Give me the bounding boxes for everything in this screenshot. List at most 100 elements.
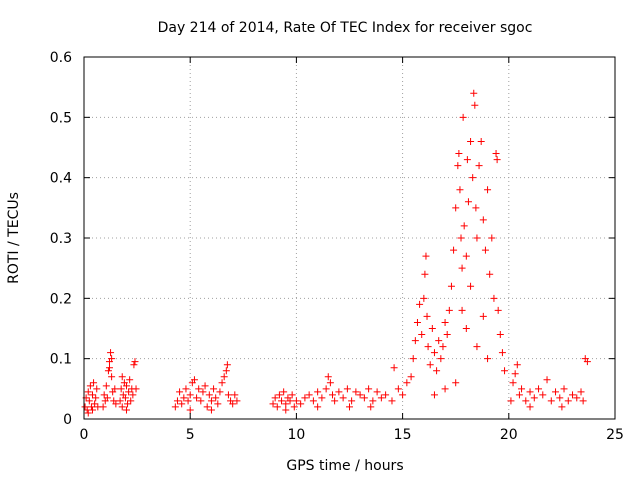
data-point-marker <box>301 394 309 402</box>
y-tick-label: 0.4 <box>50 171 72 187</box>
data-point-marker <box>286 397 294 405</box>
data-point-marker <box>118 373 126 381</box>
data-point-marker <box>309 397 317 405</box>
data-point-marker <box>199 388 207 396</box>
data-point-marker <box>507 397 515 405</box>
data-point-marker <box>473 343 481 351</box>
data-point-marker <box>212 394 220 402</box>
data-point-marker <box>314 403 322 411</box>
data-point-marker <box>335 388 343 396</box>
data-point-marker <box>494 306 502 314</box>
data-point-marker <box>547 397 555 405</box>
data-point-marker <box>125 388 133 396</box>
data-point-marker <box>118 403 126 411</box>
data-point-marker <box>297 400 305 408</box>
data-point-marker <box>493 156 501 164</box>
data-point-marker <box>430 391 438 399</box>
data-point-marker <box>112 400 120 408</box>
data-point-marker <box>180 394 188 402</box>
data-point-marker <box>86 382 94 390</box>
data-point-marker <box>224 391 232 399</box>
data-point-marker <box>322 385 330 393</box>
data-point-marker <box>129 391 137 399</box>
data-point-marker <box>346 403 353 411</box>
data-point-marker <box>403 379 411 387</box>
data-point-marker <box>173 397 181 405</box>
data-point-marker <box>305 391 313 399</box>
data-point-marker <box>377 394 385 402</box>
data-point-marker <box>318 394 326 402</box>
data-point-marker <box>190 376 198 384</box>
data-point-marker <box>132 385 140 393</box>
data-point-marker <box>233 397 241 405</box>
data-point-marker <box>522 397 530 405</box>
data-point-marker <box>282 400 290 408</box>
data-point-marker <box>390 364 398 372</box>
data-point-marker <box>399 391 407 399</box>
data-point-marker <box>288 391 296 399</box>
data-point-marker <box>441 318 449 326</box>
data-point-marker <box>99 403 107 411</box>
data-point-marker <box>367 403 375 411</box>
data-point-marker <box>439 343 447 351</box>
y-tick-label: 0 <box>63 412 72 428</box>
data-point-marker <box>273 403 281 411</box>
data-point-marker <box>511 370 519 378</box>
x-tick-label: 0 <box>80 427 89 443</box>
data-point-marker <box>577 388 585 396</box>
data-point-marker <box>421 270 429 278</box>
data-point-marker <box>501 367 509 375</box>
data-point-marker <box>513 361 521 369</box>
data-point-marker <box>526 388 534 396</box>
y-axis-label: ROTI / TECUs <box>6 192 22 284</box>
data-point-marker <box>93 385 101 393</box>
data-point-marker <box>470 89 478 97</box>
data-point-marker <box>231 391 239 399</box>
data-point-marker <box>369 397 377 405</box>
data-point-marker <box>124 400 132 408</box>
x-tick-label: 15 <box>394 427 412 443</box>
data-point-marker <box>275 391 283 399</box>
data-point-marker <box>458 264 466 272</box>
data-point-marker <box>90 379 98 387</box>
data-point-marker <box>186 391 194 399</box>
data-point-marker <box>464 198 472 206</box>
data-point-marker <box>105 364 113 372</box>
y-tick-label: 0.2 <box>50 291 72 307</box>
data-point-marker <box>382 391 390 399</box>
data-point-marker <box>278 397 286 405</box>
data-point-marker <box>471 101 479 109</box>
data-point-marker <box>569 391 577 399</box>
data-point-marker <box>422 252 430 260</box>
data-point-marker <box>455 150 463 158</box>
data-point-marker <box>216 388 224 396</box>
data-point-marker <box>100 391 108 399</box>
data-point-marker <box>126 376 134 384</box>
data-point-marker <box>356 391 364 399</box>
data-point-marker <box>475 162 483 170</box>
data-point-marker <box>479 312 487 320</box>
data-point-marker <box>348 397 356 405</box>
data-marks <box>81 89 591 417</box>
data-point-marker <box>107 349 115 357</box>
data-point-marker <box>579 397 587 405</box>
data-point-marker <box>437 355 445 363</box>
data-point-marker <box>498 349 506 357</box>
data-point-marker <box>447 282 455 290</box>
data-point-marker <box>420 294 428 302</box>
data-point-marker <box>218 379 226 387</box>
data-point-marker <box>433 367 441 375</box>
data-point-marker <box>210 385 218 393</box>
data-point-marker <box>443 331 451 339</box>
data-point-marker <box>102 382 110 390</box>
data-point-marker <box>583 358 591 366</box>
data-point-marker <box>411 337 419 345</box>
data-point-marker <box>445 306 453 314</box>
chart-title: Day 214 of 2014, Rate Of TEC Index for r… <box>158 20 533 36</box>
data-point-marker <box>292 397 300 405</box>
data-point-marker <box>463 156 471 164</box>
data-point-marker <box>441 385 449 393</box>
data-point-marker <box>394 385 402 393</box>
